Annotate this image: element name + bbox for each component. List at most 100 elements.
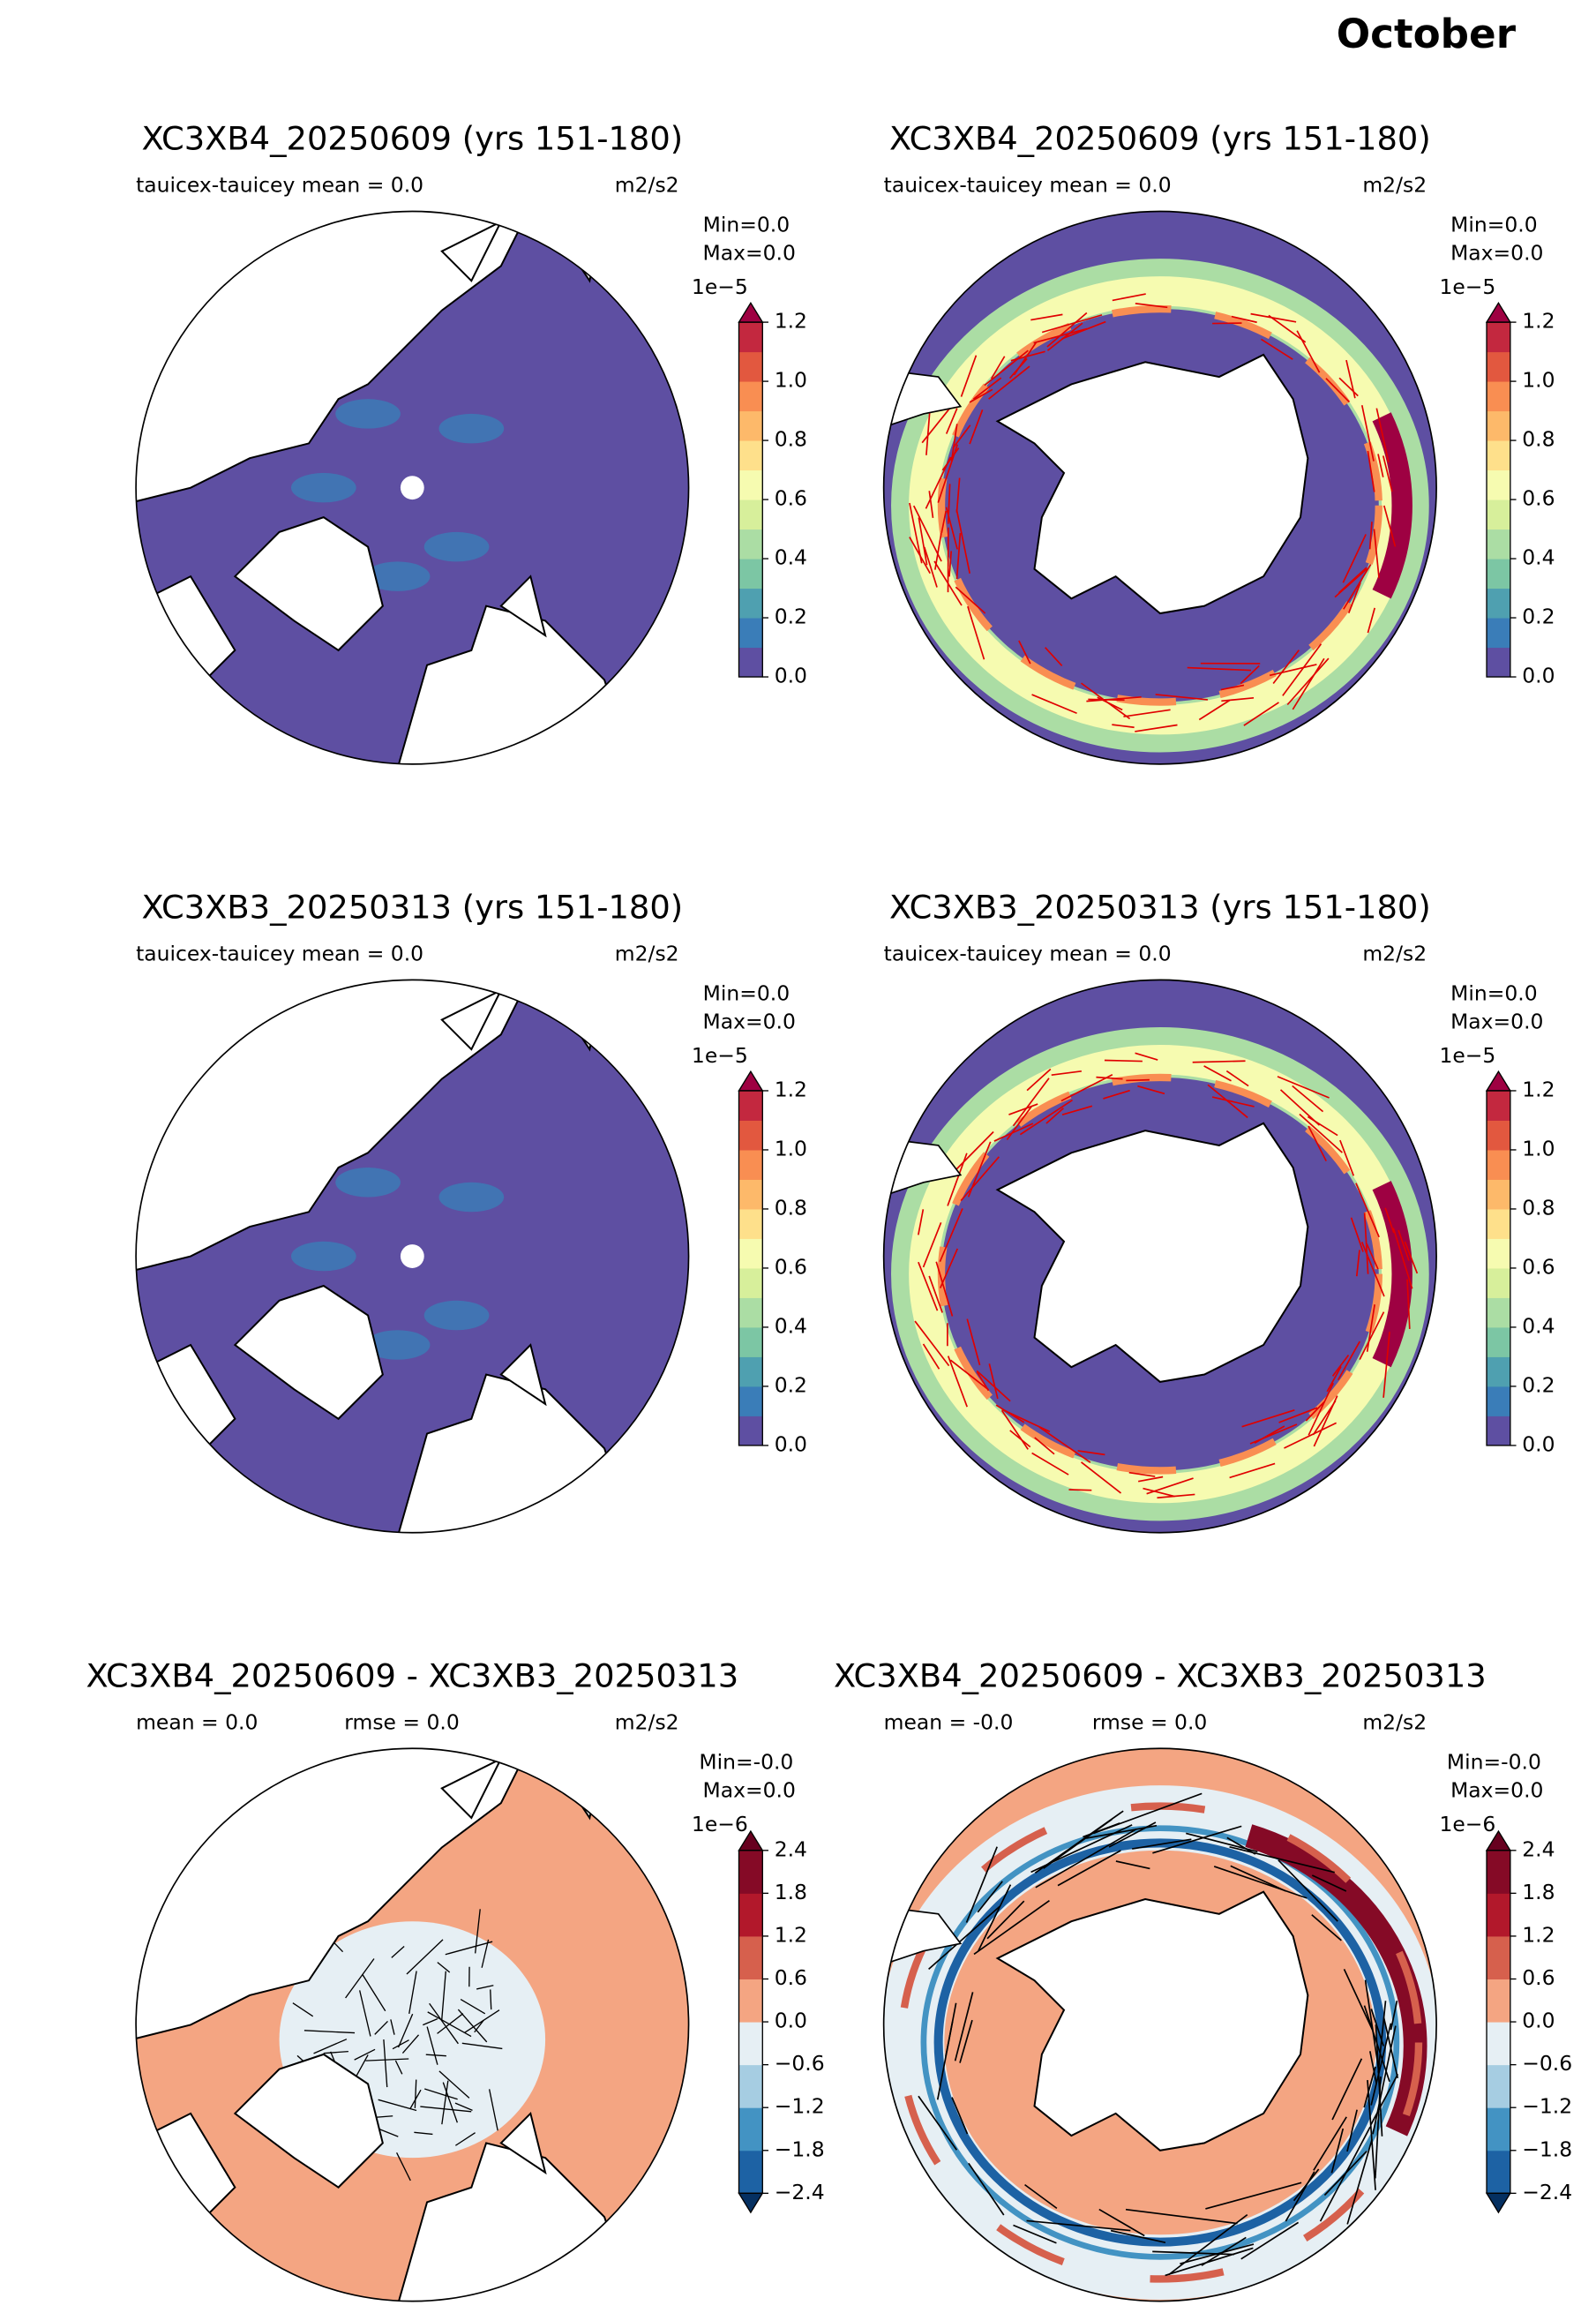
pole-hole	[400, 1244, 424, 1268]
colorbar-tick-label: 0.8	[1522, 1195, 1555, 1220]
panel-units: m2/s2	[1362, 173, 1427, 198]
pole-hole	[400, 476, 424, 500]
map-border	[135, 979, 690, 1534]
vector	[1367, 450, 1375, 492]
vector	[959, 2019, 973, 2063]
colorbar-extension	[1485, 2192, 1512, 2214]
vector	[390, 2019, 395, 2035]
land	[440, 219, 504, 282]
vector	[461, 2042, 503, 2050]
vector	[928, 491, 934, 518]
vector	[1331, 1355, 1350, 1377]
vector	[968, 2162, 1005, 2216]
panel-title: XC3XB4_20250609 - XC3XB3_20250313	[86, 1656, 738, 1694]
vector	[949, 1359, 990, 1391]
ice-ring	[1372, 412, 1412, 599]
vector	[1355, 1183, 1380, 1238]
vector	[1068, 1489, 1092, 1491]
vector	[442, 2082, 458, 2123]
colorbar-segment	[1487, 529, 1510, 559]
colorbar-segment	[1487, 1297, 1510, 1328]
map-border	[135, 1747, 690, 2302]
vector	[1077, 1450, 1105, 1456]
vector	[966, 1318, 981, 1366]
vector	[952, 424, 971, 449]
vector	[1249, 1423, 1298, 1445]
vector	[1241, 1409, 1295, 1428]
vector	[1293, 2168, 1320, 2202]
map	[136, 1748, 689, 2302]
vector	[1305, 1401, 1325, 1422]
colorbar-scale: 1e−5	[1439, 274, 1495, 299]
ice-edge	[290, 1241, 356, 1272]
map-border	[882, 210, 1437, 765]
vector	[1337, 567, 1367, 594]
vector	[488, 2089, 498, 2131]
colorbar-tick-label: 0.2	[1522, 605, 1555, 629]
colorbar-tick-label: 0.6	[1522, 1965, 1555, 1990]
vector	[973, 1899, 1050, 1956]
vector	[1325, 378, 1350, 403]
colorbar-segment	[738, 1208, 763, 1239]
colorbar-tick-label: 1.0	[1522, 1136, 1555, 1160]
panel-title: XC3XB4_20250609 (yrs 151-180)	[889, 120, 1431, 158]
vector	[474, 2019, 485, 2033]
vector	[1034, 1437, 1055, 1455]
colorbar-segment	[738, 1326, 763, 1357]
panel-title: XC3XB3_20250313 (yrs 151-180)	[141, 888, 683, 926]
vector	[1137, 1085, 1165, 1095]
min-label: Min=-0.0	[699, 1749, 793, 1774]
vector	[1331, 2058, 1363, 2121]
vector	[1382, 505, 1397, 547]
vector	[1051, 1070, 1082, 1077]
vector	[1286, 657, 1330, 706]
vector	[1135, 303, 1168, 309]
vector	[1392, 1228, 1413, 1289]
panel-stat: tauicex-tauicey mean = 0.0	[884, 941, 1172, 965]
colorbar-extension	[738, 302, 764, 323]
vector	[1112, 293, 1146, 302]
vector	[1229, 1845, 1335, 1874]
colorbar-segment	[738, 381, 763, 412]
colorbar-scale: 1e−5	[1439, 1043, 1495, 1068]
vector	[408, 1971, 417, 2015]
vector	[1045, 647, 1063, 667]
vector	[1326, 1366, 1342, 1393]
map	[136, 211, 689, 764]
vector	[414, 2131, 433, 2136]
colorbar-segment	[738, 1386, 763, 1416]
vector	[1024, 2183, 1058, 2210]
vector	[481, 1939, 490, 1968]
ice-edge	[364, 561, 431, 591]
vector	[1088, 698, 1125, 702]
vector	[1187, 666, 1252, 672]
vector	[1330, 2128, 1345, 2174]
panel-title: XC3XB4_20250609 - XC3XB3_20250313	[834, 1656, 1487, 1694]
colorbar-tick-label: −1.8	[1522, 2137, 1572, 2161]
land	[233, 1284, 384, 1421]
vector	[939, 1248, 959, 1288]
land	[136, 1748, 532, 2041]
colorbar-tick-label: −0.6	[1522, 2051, 1572, 2076]
vector	[1364, 1979, 1380, 2071]
map-border	[135, 210, 690, 765]
vector	[441, 1971, 446, 2021]
vector	[1008, 357, 1028, 379]
colorbar-segment	[1487, 440, 1510, 471]
vector	[935, 1261, 954, 1317]
vector	[1135, 1052, 1158, 1061]
vector	[365, 2058, 409, 2061]
vector	[967, 1141, 992, 1198]
ice-edge	[438, 413, 505, 444]
vector	[1104, 1059, 1143, 1063]
colorbar-segment	[738, 618, 763, 649]
vector	[1030, 313, 1063, 321]
colorbar-extension	[1485, 302, 1512, 323]
vector	[1368, 2051, 1377, 2084]
land	[995, 1122, 1309, 1383]
colorbar-tick-label: 0.4	[775, 545, 807, 570]
vector	[401, 2034, 420, 2054]
colorbar-scale: 1e−5	[692, 274, 748, 299]
